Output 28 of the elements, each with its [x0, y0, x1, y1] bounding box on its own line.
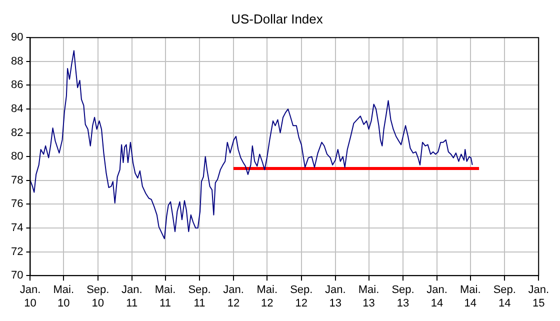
y-tick-label: 72 [10, 246, 24, 258]
y-tick-label: 76 [10, 198, 24, 210]
x-tick-label: Mai. 12 [256, 284, 278, 310]
x-tick-label: Jan. 12 [223, 284, 244, 310]
x-tick-label: Sep. 10 [86, 284, 110, 310]
x-tick-label: Jan. 11 [121, 284, 142, 310]
x-tick-label: Mai. 11 [154, 284, 176, 310]
x-tick-label: Jan. 14 [426, 284, 448, 310]
y-tick-label: 80 [10, 150, 24, 163]
x-tick-label: Sep. 12 [290, 284, 313, 310]
x-tick-label: Mai. 14 [460, 284, 481, 310]
x-tick-label: Jan. 13 [324, 284, 346, 310]
y-tick-label: 82 [10, 126, 24, 139]
y-tick-label: 70 [10, 270, 24, 282]
x-tick-label: Jan. 10 [20, 284, 41, 310]
x-tick-label: Mai. 10 [53, 284, 74, 310]
x-tick-label: Sep. 11 [188, 284, 211, 310]
x-tick-label: Sep. 13 [392, 284, 414, 310]
x-tick-label: Jan. 15 [528, 284, 550, 310]
chart-title: US-Dollar Index [231, 11, 324, 26]
y-tick-label: 88 [10, 55, 24, 68]
y-tick-label: 84 [10, 103, 24, 116]
x-tick-label: Sep. 14 [493, 284, 516, 310]
x-tick-label: Mai. 13 [358, 284, 380, 310]
y-tick-label: 74 [10, 222, 24, 234]
y-tick-label: 78 [10, 174, 24, 186]
y-tick-label: 90 [10, 32, 24, 44]
y-tick-label: 86 [10, 79, 24, 92]
